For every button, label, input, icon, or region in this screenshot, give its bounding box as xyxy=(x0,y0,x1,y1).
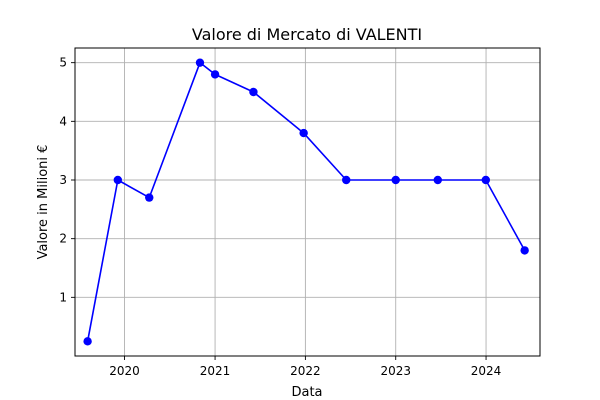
data-point xyxy=(83,337,92,346)
y-tick-label: 5 xyxy=(59,56,67,70)
data-point xyxy=(342,175,351,185)
x-axis-label: Data xyxy=(291,385,322,400)
series-line xyxy=(86,61,526,342)
plot-frame xyxy=(74,47,541,357)
y-tick-label: 4 xyxy=(59,114,67,128)
x-tick-label: 2023 xyxy=(380,364,411,378)
y-tick-label: 1 xyxy=(59,290,67,304)
data-point xyxy=(520,246,529,255)
data-point xyxy=(195,58,205,67)
data-point xyxy=(210,70,220,79)
x-tick-label: 2020 xyxy=(109,364,140,378)
data-point xyxy=(145,193,154,202)
x-tick-label: 2024 xyxy=(471,364,502,378)
data-point xyxy=(391,175,400,185)
y-axis-label: Valore in Milioni € xyxy=(36,145,51,260)
series xyxy=(83,58,529,346)
chart-title: Valore di Mercato di VALENTI xyxy=(192,25,422,44)
y-tick-label: 3 xyxy=(59,173,67,187)
x-tick-label: 2021 xyxy=(200,364,231,378)
data-point xyxy=(249,87,258,97)
x-tick-label: 2022 xyxy=(290,364,321,378)
data-point xyxy=(433,175,442,185)
y-tick-label: 2 xyxy=(59,232,67,246)
data-point xyxy=(481,175,490,185)
axis-ticks: 2020 2021 2022 2023 2024 1 2 3 4 5 xyxy=(59,56,501,378)
data-point xyxy=(299,128,308,138)
grid-lines xyxy=(75,48,540,356)
data-point xyxy=(113,175,123,185)
